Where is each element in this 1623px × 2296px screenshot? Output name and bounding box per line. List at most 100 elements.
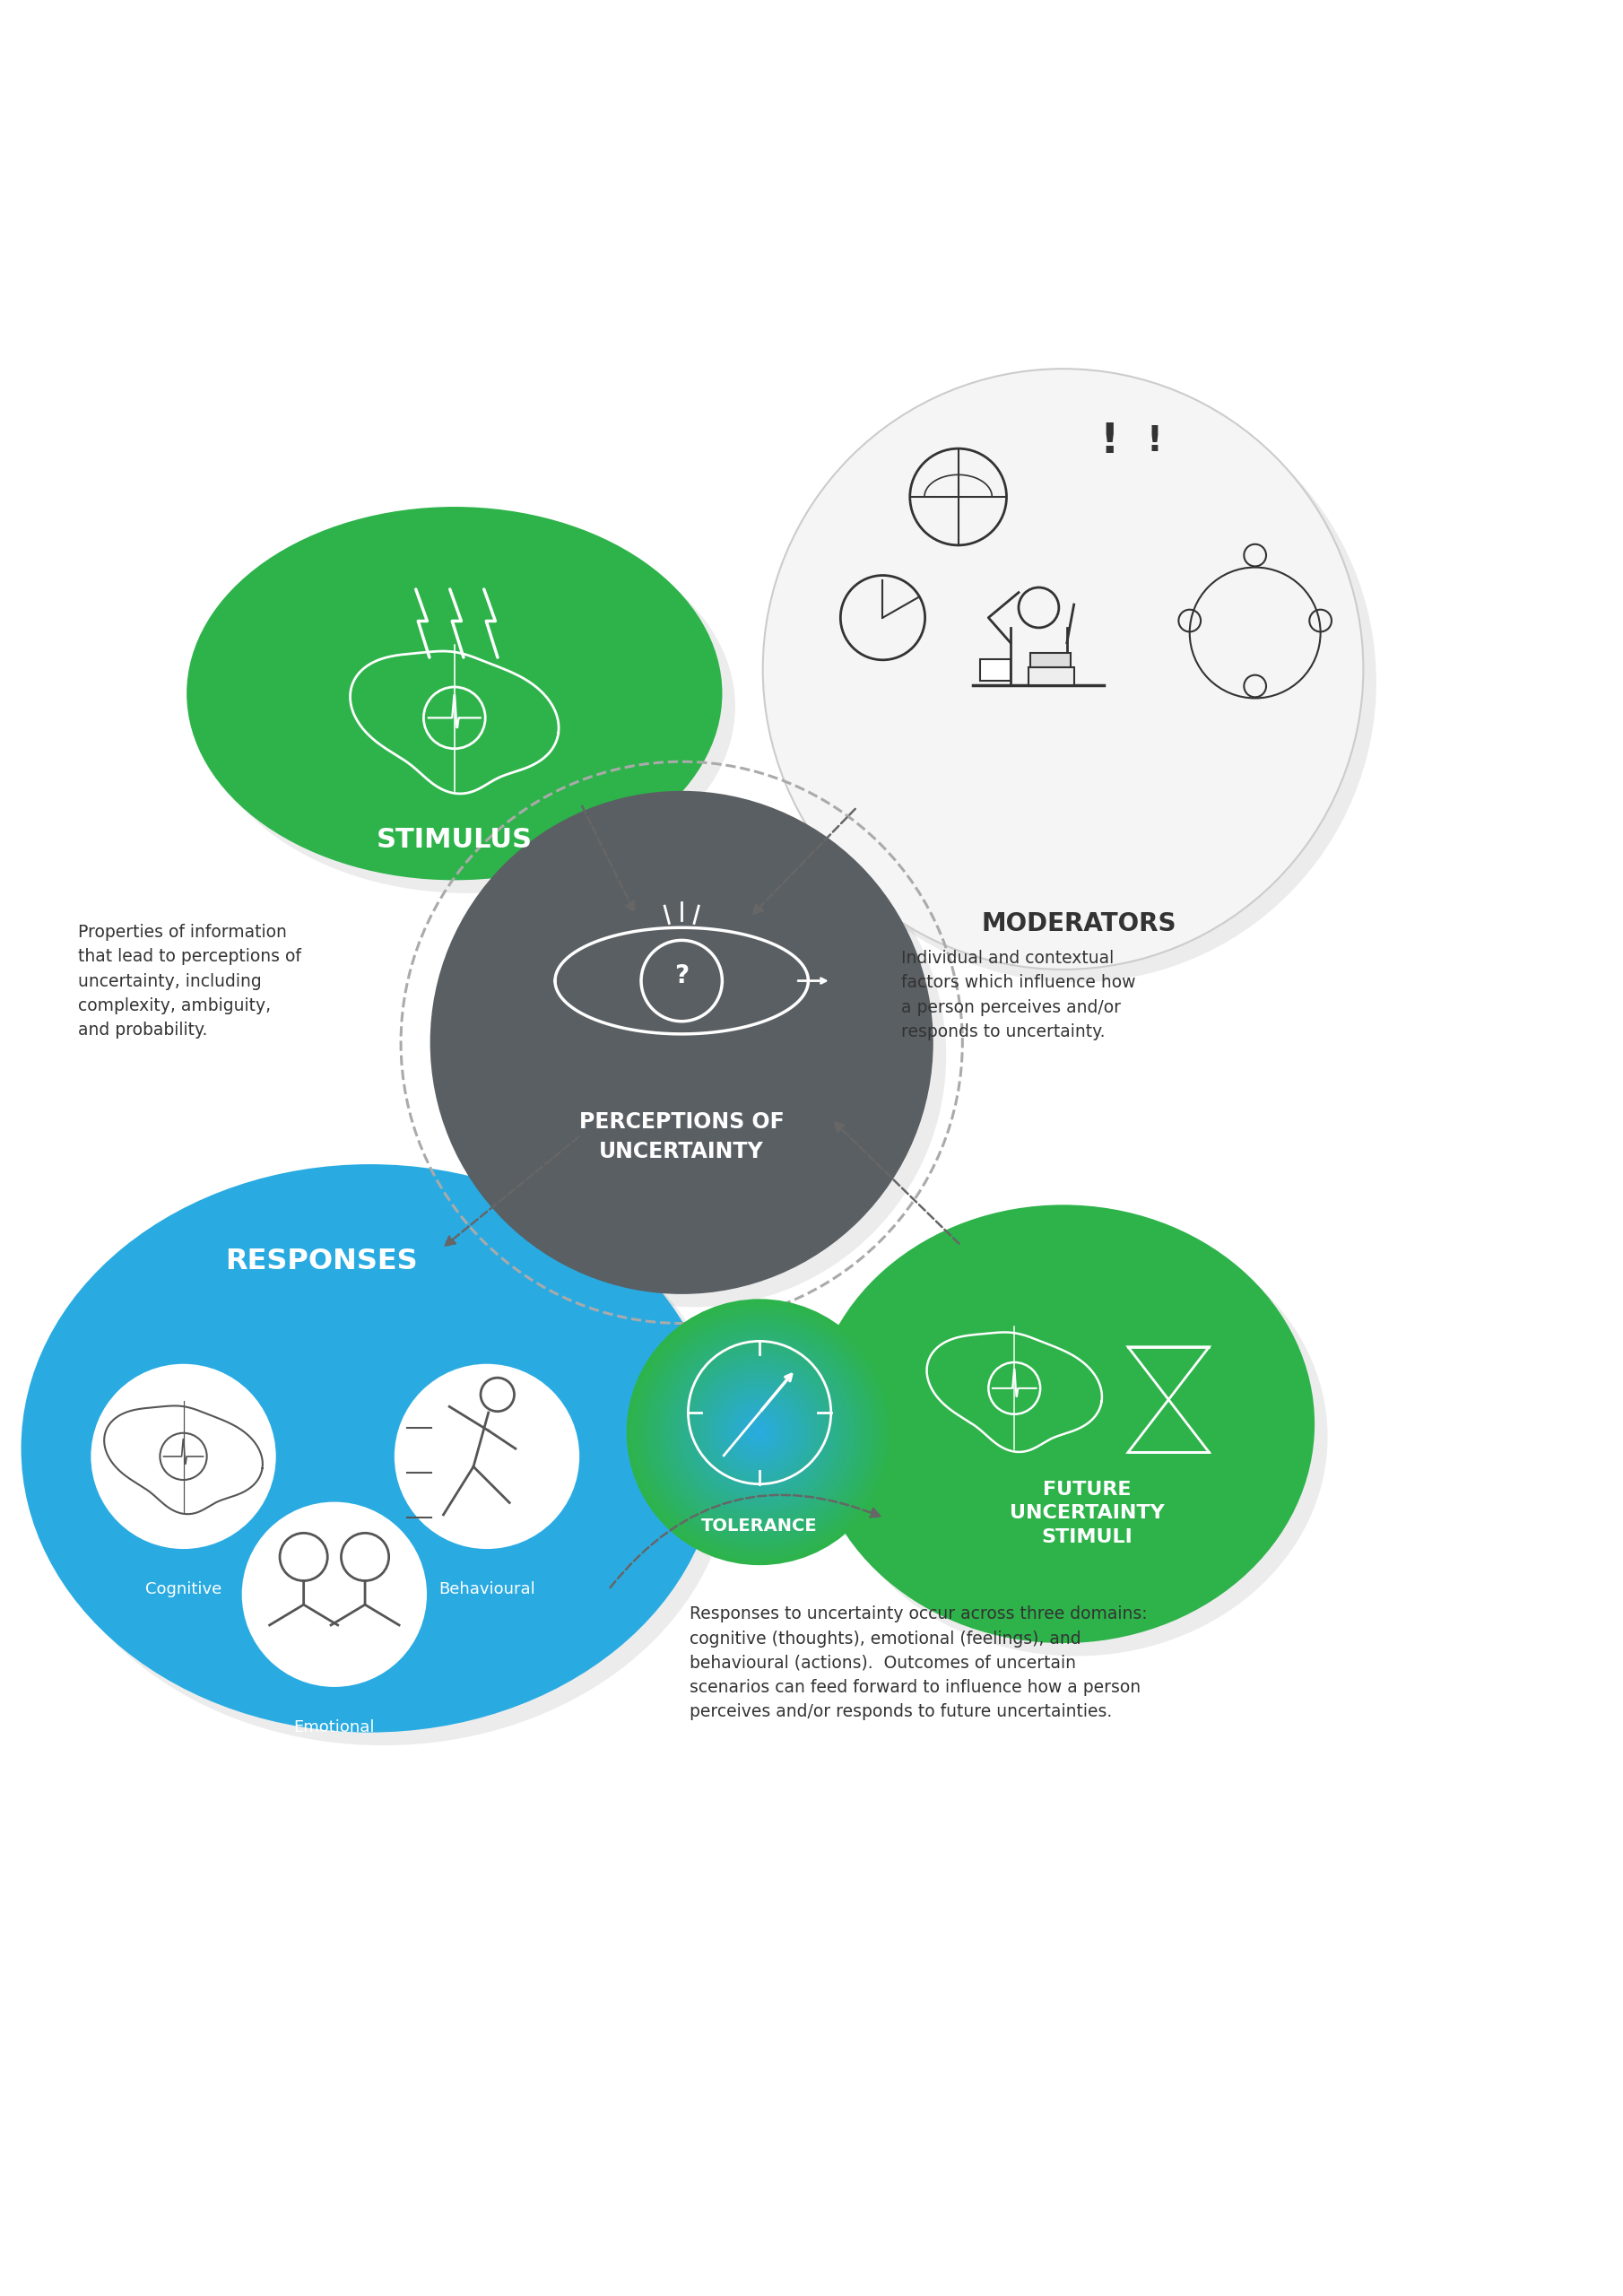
Circle shape — [667, 1339, 852, 1525]
Circle shape — [657, 1332, 862, 1534]
Circle shape — [691, 1364, 828, 1499]
Circle shape — [628, 1300, 891, 1564]
Circle shape — [738, 1410, 781, 1453]
Circle shape — [636, 1309, 883, 1554]
Circle shape — [706, 1380, 813, 1486]
Circle shape — [672, 1343, 847, 1520]
Circle shape — [724, 1398, 795, 1467]
Circle shape — [722, 1396, 797, 1469]
Circle shape — [721, 1394, 799, 1469]
Circle shape — [685, 1357, 834, 1506]
Circle shape — [693, 1366, 826, 1499]
Circle shape — [701, 1373, 818, 1490]
Circle shape — [635, 1306, 885, 1557]
Circle shape — [751, 1424, 768, 1440]
Text: Behavioural: Behavioural — [438, 1582, 536, 1598]
Circle shape — [638, 1311, 881, 1554]
Text: Cognitive: Cognitive — [144, 1582, 222, 1598]
Circle shape — [717, 1391, 802, 1474]
Circle shape — [732, 1403, 787, 1460]
Circle shape — [659, 1332, 860, 1531]
Circle shape — [678, 1350, 841, 1513]
Circle shape — [704, 1378, 815, 1488]
Circle shape — [680, 1352, 839, 1513]
Circle shape — [708, 1380, 812, 1483]
Circle shape — [729, 1401, 790, 1463]
Circle shape — [648, 1320, 872, 1543]
Circle shape — [716, 1389, 803, 1476]
Circle shape — [730, 1403, 789, 1463]
Ellipse shape — [21, 1164, 719, 1733]
Circle shape — [683, 1355, 836, 1508]
Circle shape — [700, 1373, 820, 1492]
Circle shape — [703, 1375, 816, 1488]
Circle shape — [394, 1364, 579, 1550]
Circle shape — [656, 1329, 863, 1536]
Circle shape — [750, 1421, 769, 1442]
Circle shape — [755, 1428, 764, 1437]
Circle shape — [674, 1345, 846, 1518]
Ellipse shape — [443, 804, 946, 1306]
Circle shape — [695, 1366, 824, 1497]
FancyBboxPatch shape — [1031, 652, 1071, 666]
Text: PERCEPTIONS OF
UNCERTAINTY: PERCEPTIONS OF UNCERTAINTY — [579, 1111, 784, 1162]
Text: TOLERANCE: TOLERANCE — [701, 1518, 818, 1534]
Circle shape — [747, 1419, 773, 1446]
Circle shape — [690, 1362, 829, 1502]
Circle shape — [753, 1426, 766, 1440]
Circle shape — [242, 1502, 427, 1688]
Circle shape — [743, 1414, 776, 1449]
Text: STIMULUS: STIMULUS — [377, 827, 532, 852]
Text: !: ! — [1146, 425, 1162, 459]
Circle shape — [649, 1322, 870, 1543]
Circle shape — [763, 370, 1363, 969]
Circle shape — [712, 1384, 807, 1479]
FancyBboxPatch shape — [1029, 666, 1074, 684]
Ellipse shape — [812, 1205, 1315, 1644]
Circle shape — [675, 1348, 844, 1518]
Ellipse shape — [34, 1178, 732, 1745]
Ellipse shape — [776, 381, 1376, 983]
Circle shape — [698, 1371, 821, 1495]
Circle shape — [430, 790, 933, 1295]
Circle shape — [711, 1384, 808, 1481]
Circle shape — [737, 1410, 782, 1456]
Text: Individual and contextual
factors which influence how
a person perceives and/or
: Individual and contextual factors which … — [901, 951, 1134, 1040]
Circle shape — [630, 1302, 889, 1561]
Circle shape — [670, 1343, 849, 1522]
Circle shape — [665, 1336, 854, 1527]
Ellipse shape — [187, 507, 722, 879]
Circle shape — [639, 1313, 880, 1552]
Circle shape — [687, 1359, 833, 1506]
Circle shape — [644, 1318, 875, 1548]
Circle shape — [631, 1304, 888, 1561]
Text: Emotional: Emotional — [294, 1720, 375, 1736]
Circle shape — [652, 1325, 867, 1538]
Circle shape — [727, 1398, 794, 1465]
Circle shape — [682, 1355, 837, 1511]
Circle shape — [714, 1387, 805, 1476]
Text: ?: ? — [675, 964, 688, 987]
Circle shape — [662, 1334, 857, 1529]
Text: Responses to uncertainty occur across three domains:
cognitive (thoughts), emoti: Responses to uncertainty occur across th… — [690, 1605, 1147, 1720]
Circle shape — [91, 1364, 276, 1550]
Circle shape — [669, 1341, 850, 1525]
Text: RESPONSES: RESPONSES — [226, 1247, 417, 1277]
Text: FUTURE
UNCERTAINTY
STIMULI: FUTURE UNCERTAINTY STIMULI — [1010, 1481, 1165, 1545]
Circle shape — [745, 1417, 774, 1446]
Circle shape — [643, 1316, 876, 1548]
FancyBboxPatch shape — [980, 659, 1011, 682]
Circle shape — [740, 1412, 779, 1451]
Text: MODERATORS: MODERATORS — [982, 912, 1177, 937]
Circle shape — [664, 1336, 855, 1529]
Circle shape — [641, 1313, 878, 1550]
Circle shape — [688, 1362, 831, 1504]
Circle shape — [735, 1407, 784, 1458]
Circle shape — [633, 1306, 886, 1559]
Circle shape — [654, 1327, 865, 1536]
Text: !: ! — [1099, 422, 1118, 461]
Circle shape — [646, 1318, 873, 1545]
Circle shape — [709, 1382, 810, 1481]
Ellipse shape — [824, 1217, 1328, 1655]
Circle shape — [651, 1325, 868, 1541]
